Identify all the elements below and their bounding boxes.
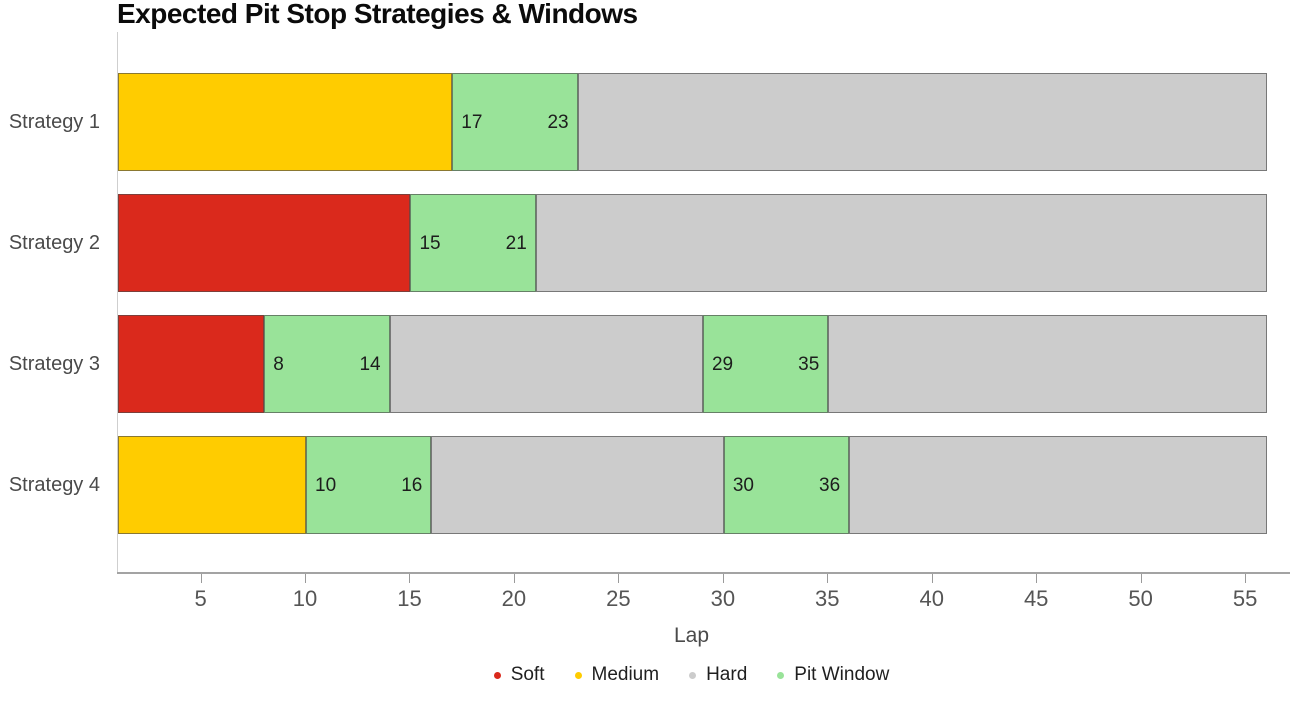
legend-item-soft[interactable]: Soft xyxy=(493,664,545,686)
legend-item-hard[interactable]: Hard xyxy=(689,664,747,686)
soft-segment xyxy=(118,315,265,413)
x-tick-mark xyxy=(305,574,307,583)
x-tick-label: 40 xyxy=(919,586,944,611)
category-label: Strategy 4 xyxy=(8,473,100,496)
x-tick-label: 45 xyxy=(1023,586,1049,611)
legend-item-pit-window[interactable]: Pit Window xyxy=(777,664,889,686)
x-tick-mark xyxy=(200,574,202,583)
strategy-bar: 10 16 30 36 xyxy=(118,436,1267,534)
pit-window-start-label: 17 xyxy=(461,111,483,133)
x-tick-mark xyxy=(931,574,933,583)
medium-segment xyxy=(118,73,453,171)
soft-segment xyxy=(118,194,411,292)
pit-window-end-label: 14 xyxy=(359,353,381,375)
category-label: Strategy 3 xyxy=(8,352,100,375)
strategy-bar: 17 23 xyxy=(118,73,1267,171)
medium-segment xyxy=(118,436,307,534)
strategy-bar: 8 14 29 35 xyxy=(118,315,1267,413)
pit-window-end-label: 36 xyxy=(819,474,841,496)
hard-segment xyxy=(577,73,1267,171)
legend: Soft Medium Hard Pit Window xyxy=(117,664,1266,686)
legend-color-dot xyxy=(574,671,582,679)
x-tick-label: 20 xyxy=(501,586,527,611)
pit-window-segment: 10 16 xyxy=(306,436,432,534)
pit-window-segment: 30 36 xyxy=(723,436,850,534)
x-tick-label: 55 xyxy=(1232,586,1258,611)
x-tick-mark xyxy=(513,574,515,583)
legend-color-dot xyxy=(777,671,785,679)
x-tick-label: 10 xyxy=(292,586,318,611)
hard-segment xyxy=(535,194,1267,292)
x-tick-label: 25 xyxy=(606,586,631,611)
legend-item-medium[interactable]: Medium xyxy=(574,664,660,686)
hard-segment xyxy=(389,315,703,413)
strategy-bar: 15 21 xyxy=(118,194,1267,292)
pit-window-start-label: 10 xyxy=(315,474,337,496)
pit-window-end-label: 35 xyxy=(798,353,820,375)
pit-window-end-label: 16 xyxy=(401,474,423,496)
x-tick-mark xyxy=(722,574,724,583)
x-tick-mark xyxy=(827,574,829,583)
x-tick-label: 5 xyxy=(194,586,207,611)
x-tick-mark xyxy=(1036,574,1038,583)
x-axis-line xyxy=(117,572,1290,574)
legend-label: Hard xyxy=(706,664,748,685)
x-axis-title: Lap xyxy=(673,624,710,647)
hard-segment xyxy=(431,436,724,534)
legend-label: Medium xyxy=(591,664,660,685)
hard-segment xyxy=(849,436,1267,534)
pit-window-start-label: 30 xyxy=(732,474,754,496)
pit-window-segment: 17 23 xyxy=(452,73,578,171)
pit-window-segment: 29 35 xyxy=(702,315,829,413)
x-tick-label: 15 xyxy=(397,586,422,611)
pit-window-end-label: 23 xyxy=(547,111,569,133)
x-tick-label: 35 xyxy=(815,586,840,611)
x-tick-label: 30 xyxy=(710,586,736,611)
plot-area: 17 23 15 21 8 14 29 35 10 16 30 36 xyxy=(117,32,1267,572)
x-tick-mark xyxy=(409,574,411,583)
pit-window-start-label: 29 xyxy=(711,353,734,375)
chart-title: Expected Pit Stop Strategies & Windows xyxy=(117,0,638,29)
pit-window-segment: 8 14 xyxy=(264,315,390,413)
x-tick-mark xyxy=(1245,574,1247,583)
pit-window-start-label: 8 xyxy=(273,353,284,375)
pit-window-end-label: 21 xyxy=(505,232,527,254)
category-label: Strategy 2 xyxy=(8,231,100,254)
x-tick-mark xyxy=(1140,574,1142,583)
hard-segment xyxy=(828,315,1267,413)
x-tick-mark xyxy=(618,574,620,583)
legend-label: Soft xyxy=(510,664,545,685)
x-tick-label: 50 xyxy=(1128,586,1153,611)
x-axis-ticks: 5 10 15 20 25 30 35 40 45 50 55 xyxy=(117,572,1266,632)
legend-color-dot xyxy=(493,671,501,679)
legend-label: Pit Window xyxy=(794,664,890,685)
legend-color-dot xyxy=(689,671,697,679)
pit-window-segment: 15 21 xyxy=(410,194,536,292)
category-label: Strategy 1 xyxy=(8,110,100,133)
pit-window-start-label: 15 xyxy=(419,232,441,254)
